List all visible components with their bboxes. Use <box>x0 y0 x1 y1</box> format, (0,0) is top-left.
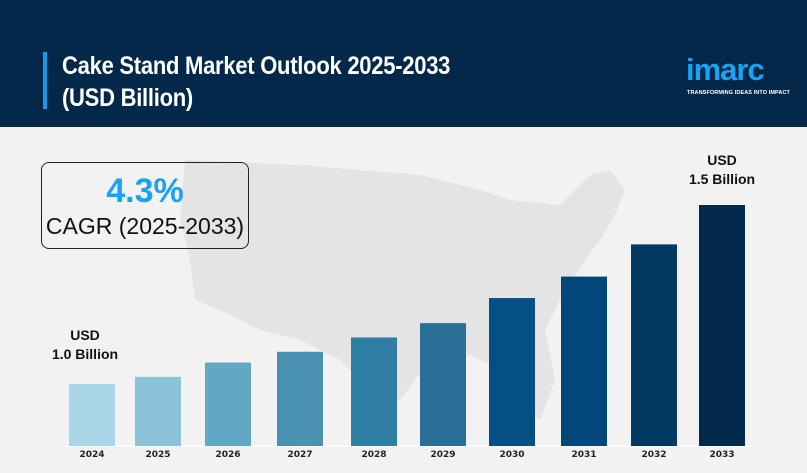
chart-title: Cake Stand Market Outlook 2025-2033 (USD… <box>62 50 450 114</box>
title-accent-bar <box>43 52 47 109</box>
bar-2027 <box>277 351 323 446</box>
bar-2025 <box>135 376 181 446</box>
end-annotation-line-2: 1.5 Billion <box>688 171 756 187</box>
x-tick-label: 2024 <box>79 450 104 460</box>
bar-2030 <box>489 298 535 446</box>
bar-2031 <box>561 276 607 446</box>
x-tick-label: 2027 <box>287 450 312 460</box>
bar-2024 <box>69 384 115 446</box>
x-tick-label: 2028 <box>361 450 386 460</box>
logo-tagline: TRANSFORMING IDEAS INTO IMPACT <box>687 90 791 96</box>
cagr-label: CAGR (2025-2033) <box>45 213 245 239</box>
bar-2032 <box>631 244 677 446</box>
bar-2028 <box>351 337 397 446</box>
x-tick-label: 2030 <box>499 450 524 460</box>
bar-2029 <box>420 323 466 446</box>
x-tick-label: 2032 <box>641 450 666 460</box>
imarc-logo: imarc <box>686 52 765 87</box>
start-annotation-line-1: USD <box>70 327 100 343</box>
header: Cake Stand Market Outlook 2025-2033 (USD… <box>0 0 807 127</box>
bar-2033 <box>699 205 745 446</box>
end-annotation-line-1: USD <box>707 152 737 168</box>
title-line-2: (USD Billion) <box>62 84 193 112</box>
x-tick-label: 2026 <box>215 450 240 460</box>
cagr-box: 4.3% CAGR (2025-2033) <box>41 162 249 249</box>
start-annotation-line-2: 1.0 Billion <box>51 346 119 362</box>
bar-2026 <box>205 362 251 446</box>
x-tick-label: 2025 <box>145 450 170 460</box>
end-value-annotation: USD 1.5 Billion <box>677 151 767 189</box>
x-tick-label: 2033 <box>709 450 734 460</box>
title-line-1: Cake Stand Market Outlook 2025-2033 <box>62 52 451 80</box>
start-value-annotation: USD 1.0 Billion <box>40 326 130 364</box>
cagr-value: 4.3% <box>106 172 184 210</box>
x-tick-label: 2029 <box>430 450 455 460</box>
x-tick-label: 2031 <box>571 450 596 460</box>
